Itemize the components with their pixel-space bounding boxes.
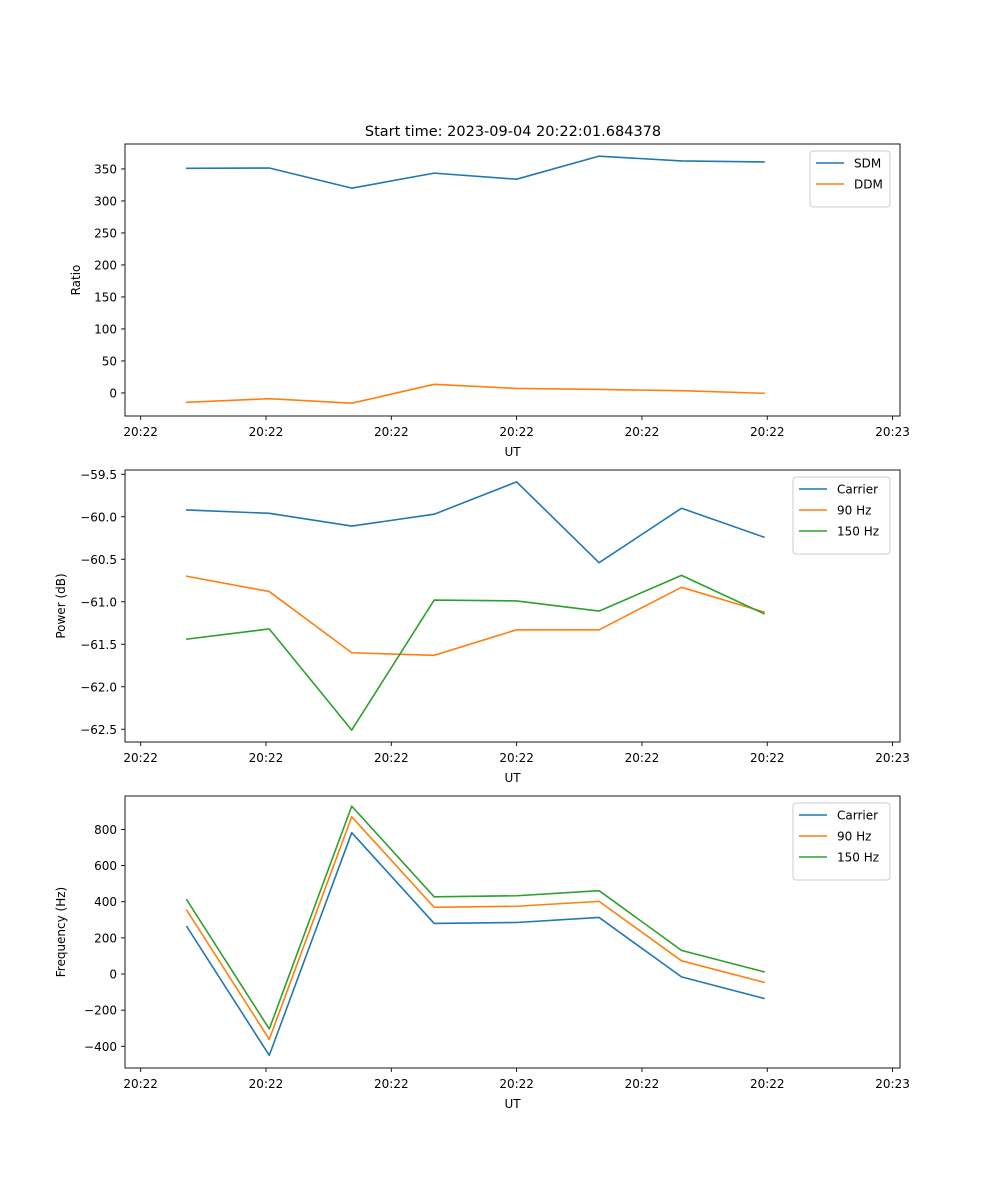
frequency-series-carrier [185,831,765,1057]
ratio-series-sdm [186,155,765,189]
ratio-axes-frame [124,143,901,417]
ratio-y-tick-label: 350 [94,162,117,176]
power-y-tick-label: −59.5 [80,468,117,482]
frequency-y-tick-label: 200 [94,931,117,945]
frequency-legend-label: 90 Hz [837,830,871,844]
power-x-tick-label: 20:22 [123,751,158,765]
ratio-x-tick-label: 20:22 [499,425,534,439]
figure-title: Start time: 2023-09-04 20:22:01.684378 [365,124,661,140]
frequency-y-tick-label: 600 [94,859,117,873]
ratio-legend-box [809,150,891,208]
ratio-legend-label: SDM [854,157,881,171]
power-x-tick-label: 20:23 [875,751,910,765]
power-series-carrier [186,481,765,564]
power-y-tick-label: −62.0 [80,680,117,694]
power-x-tick-label: 20:22 [499,751,534,765]
power-legend-label: 150 Hz [837,525,879,539]
frequency-series-90-hz [185,815,765,1041]
power-x-tick-label: 20:22 [625,751,660,765]
subplot-ratio: 20:22 20:22 20:22 20:22 20:22 20:22 20:23 0 50 10… [69,143,910,459]
frequency-legend-box [792,802,891,881]
ratio-y-tick-label: 250 [94,226,117,240]
frequency-series-150-hz [185,805,765,1030]
frequency-x-tick-label: 20:22 [750,1077,785,1091]
ratio-x-tick-label: 20:22 [625,425,660,439]
ratio-series-ddm [186,383,765,405]
frequency-y-tick-label: 0 [109,968,117,982]
frequency-y-tick-label: −200 [84,1004,117,1018]
ratio-x-tick-label: 20:22 [374,425,409,439]
power-y-axis-label: Power (dB) [54,573,68,638]
frequency-x-tick-label: 20:22 [249,1077,284,1091]
ratio-legend-label: DDM [854,178,883,192]
frequency-x-tick-label: 20:22 [625,1077,660,1091]
power-series-90-hz [185,575,765,657]
frequency-x-tick-label: 20:23 [875,1077,910,1091]
ratio-x-tick-label: 20:22 [750,425,785,439]
ratio-x-tick-label: 20:23 [875,425,910,439]
ratio-y-tick-label: 50 [102,354,117,368]
ratio-x-tick-label: 20:22 [249,425,284,439]
power-y-tick-label: −60.5 [80,553,117,567]
frequency-legend-label: Carrier [837,809,878,823]
frequency-x-tick-label: 20:22 [374,1077,409,1091]
ratio-y-axis-label: Ratio [69,265,83,296]
power-y-tick-label: −61.5 [80,638,117,652]
power-y-tick-label: −62.5 [80,723,117,737]
ratio-y-tick-label: 0 [109,386,117,400]
power-x-axis-label: UT [504,771,521,785]
ratio-x-axis-label: UT [504,445,521,459]
frequency-axes-frame [124,795,901,1069]
ratio-y-tick-label: 150 [94,290,117,304]
subplot-frequency: 20:22 20:22 20:22 20:22 20:22 20:22 20:23 −400 −… [54,795,910,1111]
frequency-x-axis-label: UT [504,1097,521,1111]
power-legend-label: 90 Hz [837,504,871,518]
power-x-tick-label: 20:22 [374,751,409,765]
frequency-x-tick-label: 20:22 [499,1077,534,1091]
frequency-legend-label: 150 Hz [837,851,879,865]
ratio-y-tick-label: 300 [94,194,117,208]
power-legend-label: Carrier [837,483,878,497]
frequency-y-axis-label: Frequency (Hz) [54,887,68,978]
ratio-y-tick-label: 100 [94,322,117,336]
power-x-tick-label: 20:22 [249,751,284,765]
frequency-y-tick-label: 400 [94,895,117,909]
power-series-150-hz [185,574,766,731]
frequency-x-tick-label: 20:22 [123,1077,158,1091]
power-y-tick-label: −61.0 [80,595,117,609]
frequency-y-tick-label: −400 [84,1040,117,1054]
frequency-y-tick-label: 800 [94,823,117,837]
power-axes-frame [124,469,901,743]
power-legend-box [792,476,891,555]
ratio-y-tick-label: 200 [94,258,117,272]
power-y-tick-label: −60.0 [80,510,117,524]
power-x-tick-label: 20:22 [750,751,785,765]
subplot-power: 20:22 20:22 20:22 20:22 20:22 20:22 20:23 −62.5… [54,468,910,785]
ratio-x-tick-label: 20:22 [123,425,158,439]
